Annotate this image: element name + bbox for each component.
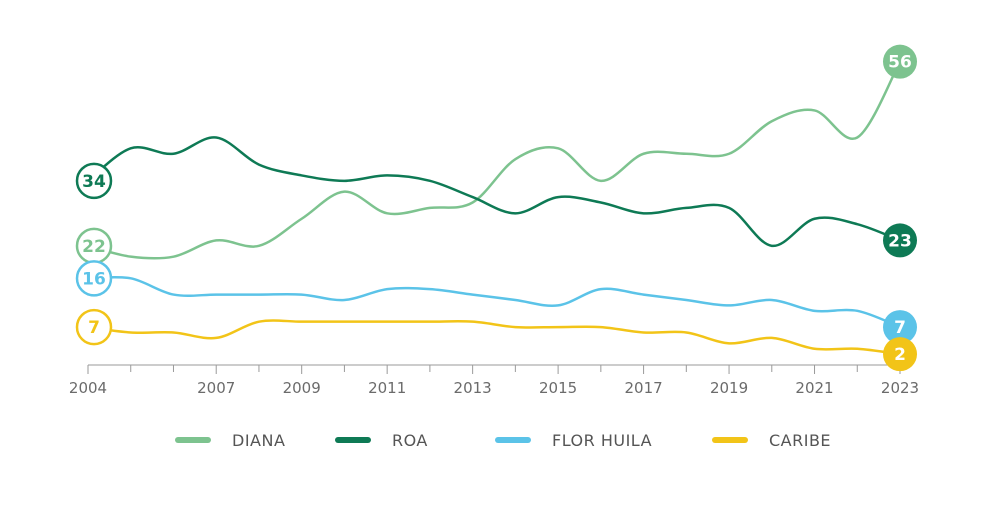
end-label-diana: 56 xyxy=(888,53,912,73)
start-marker-flor-huila xyxy=(75,260,113,297)
start-label-flor-huila: 16 xyxy=(82,269,106,289)
x-tick-label-2013: 2013 xyxy=(454,379,492,397)
end-marker-flor-huila xyxy=(883,310,917,345)
end-label-roa: 23 xyxy=(888,231,912,251)
series-line-flor-huila xyxy=(86,275,902,329)
legend-label-flor-huila: FLOR HUILA xyxy=(552,431,652,450)
x-tick-label-2019: 2019 xyxy=(710,379,748,397)
end-marker-caribe xyxy=(883,337,917,372)
start-marker-caribe xyxy=(75,308,113,346)
end-marker-roa xyxy=(883,223,917,258)
legend-item-flor-huila: FLOR HUILA xyxy=(495,431,652,450)
legend: DIANA ROA FLOR HUILA CARIBE xyxy=(175,431,831,450)
start-label-roa: 34 xyxy=(82,172,106,192)
legend-item-diana: DIANA xyxy=(175,431,285,450)
legend-item-roa: ROA xyxy=(335,431,428,450)
x-tick-label-2011: 2011 xyxy=(368,379,406,397)
series-line-diana xyxy=(86,60,902,260)
end-label-caribe: 2 xyxy=(894,345,906,365)
legend-label-diana: DIANA xyxy=(232,431,285,450)
x-tick-label-2023: 2023 xyxy=(881,379,919,397)
x-tick-label-2004: 2004 xyxy=(69,379,107,397)
series-line-roa xyxy=(86,136,902,248)
x-axis: 2004 2007 2009 2011 2013 2015 2017 2019 2021 2023 xyxy=(69,364,919,397)
legend-item-caribe: CARIBE xyxy=(712,431,831,450)
legend-label-roa: ROA xyxy=(392,431,428,450)
end-markers: 22 56 34 23 16 7 7 2 xyxy=(75,44,917,372)
series-lines xyxy=(86,60,902,356)
x-tick-label-2007: 2007 xyxy=(197,379,235,397)
start-label-diana: 22 xyxy=(82,237,106,257)
end-label-flor-huila: 7 xyxy=(894,318,906,338)
x-tick-label-2015: 2015 xyxy=(539,379,577,397)
start-label-caribe: 7 xyxy=(88,318,100,338)
legend-label-caribe: CARIBE xyxy=(769,431,831,450)
end-marker-diana xyxy=(883,44,917,79)
x-tick-label-2017: 2017 xyxy=(624,379,662,397)
series-line-caribe xyxy=(86,319,902,356)
x-tick-label-2009: 2009 xyxy=(283,379,321,397)
x-tick-label-2021: 2021 xyxy=(795,379,833,397)
start-marker-roa xyxy=(75,162,113,200)
